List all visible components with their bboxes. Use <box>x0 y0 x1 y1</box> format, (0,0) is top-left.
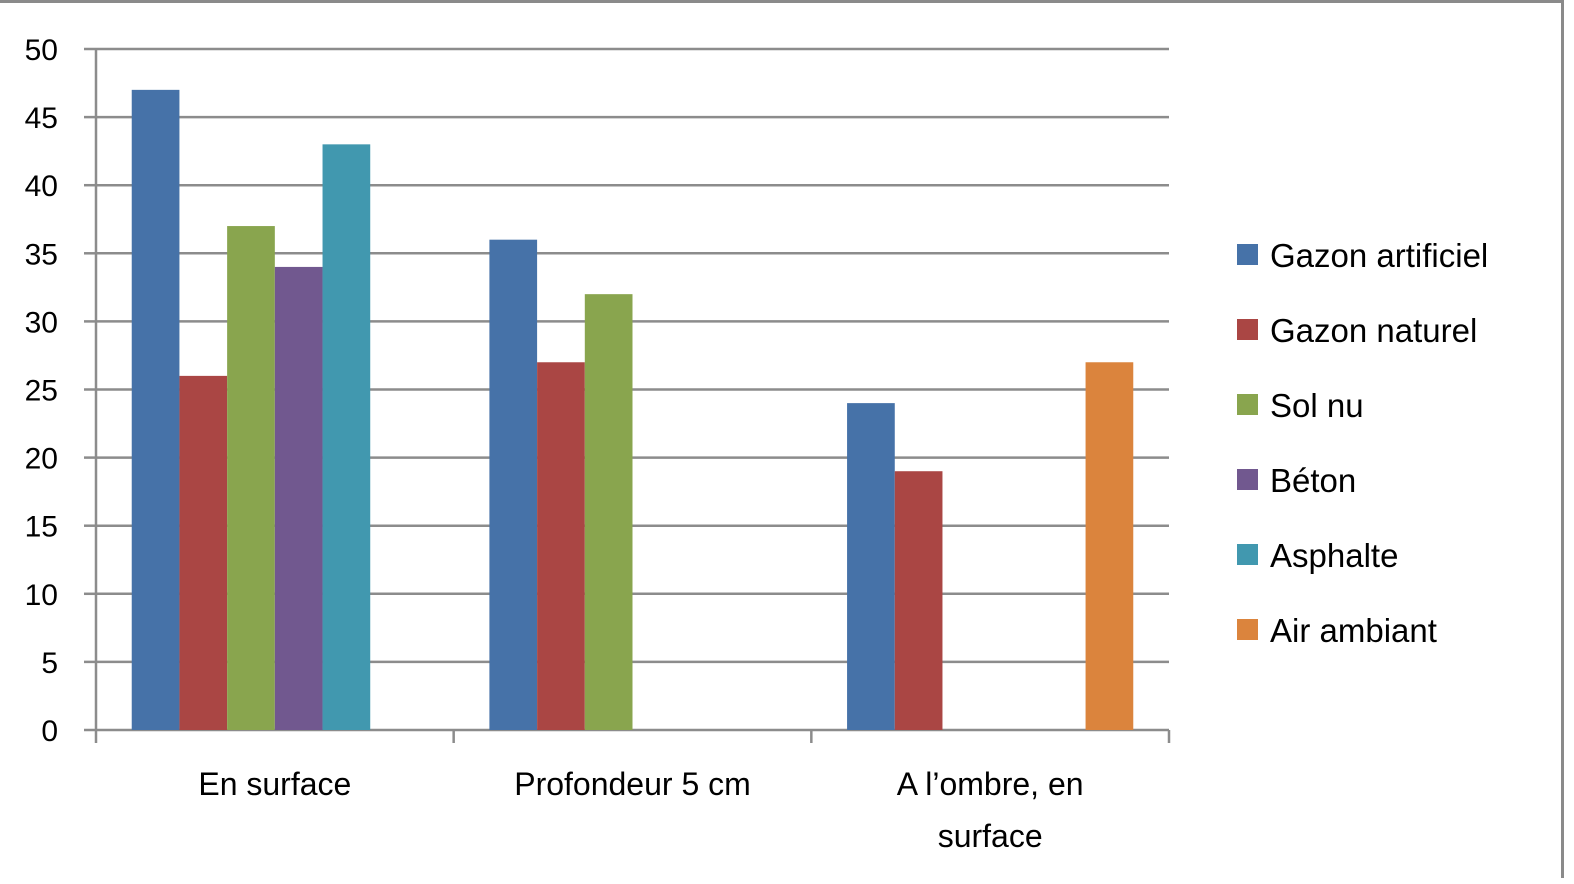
y-tick-label: 5 <box>41 647 58 680</box>
bar <box>179 375 228 730</box>
y-tick-label: 45 <box>25 102 58 135</box>
y-tick-label: 0 <box>41 715 58 748</box>
legend-swatch <box>1237 469 1258 490</box>
bar <box>1085 362 1134 730</box>
x-tick-label: surface <box>938 818 1043 854</box>
bar <box>489 239 538 730</box>
legend-label: Air ambiant <box>1270 612 1437 649</box>
x-tick-label: Profondeur 5 cm <box>514 766 751 802</box>
legend-label: Béton <box>1270 462 1356 499</box>
y-tick-label: 20 <box>25 443 58 476</box>
legend-swatch <box>1237 544 1258 565</box>
legend-label: Asphalte <box>1270 537 1398 574</box>
bar <box>584 294 633 730</box>
bar <box>537 362 585 730</box>
legend-label: Gazon artificiel <box>1270 237 1488 274</box>
bar <box>227 226 275 730</box>
x-tick-label: A l’ombre, en <box>897 766 1084 802</box>
y-tick-label: 50 <box>25 34 58 67</box>
bar <box>847 403 895 730</box>
bar <box>274 266 323 730</box>
y-tick-label: 10 <box>25 579 58 612</box>
legend-swatch <box>1237 619 1258 640</box>
legend-swatch <box>1237 394 1258 415</box>
x-tick-label: En surface <box>198 766 351 802</box>
y-tick-label: 25 <box>25 375 58 408</box>
legend-swatch <box>1237 244 1258 265</box>
y-tick-label: 40 <box>25 170 58 203</box>
bar <box>322 144 371 731</box>
legend-swatch <box>1237 319 1258 340</box>
y-tick-label: 15 <box>25 511 58 544</box>
legend-label: Gazon naturel <box>1270 312 1477 349</box>
bar <box>131 89 180 731</box>
y-tick-label: 30 <box>25 306 58 339</box>
legend-label: Sol nu <box>1270 387 1364 424</box>
bar <box>894 471 943 730</box>
y-tick-label: 35 <box>25 238 58 271</box>
